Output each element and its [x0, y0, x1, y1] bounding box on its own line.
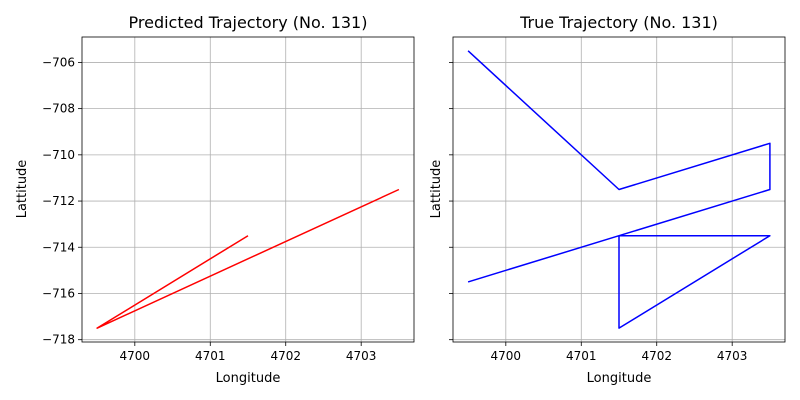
predicted-trajectory-panel: Predicted Trajectory (No. 131) Longitude… — [15, 13, 415, 386]
x-tick-label: 4703 — [346, 349, 377, 363]
x-tick-label: 4700 — [491, 349, 522, 363]
x-tick-label: 4702 — [641, 349, 672, 363]
chart-title: Predicted Trajectory (No. 131) — [129, 13, 368, 32]
x-tick-label: 4702 — [270, 349, 301, 363]
x-tick-label: 4701 — [566, 349, 597, 363]
y-tick-label: −716 — [42, 286, 75, 300]
y-tick-label: −708 — [42, 102, 75, 116]
y-axis-label: Lattitude — [429, 160, 444, 219]
x-tick-label: 4701 — [195, 349, 226, 363]
x-tick-label: 4700 — [120, 349, 151, 363]
y-tick-label: −710 — [42, 148, 75, 162]
x-axis-label: Longitude — [216, 371, 281, 386]
y-tick-label: −718 — [42, 333, 75, 347]
true-trajectory-panel: True Trajectory (No. 131) Longitude Latt… — [429, 13, 786, 386]
trajectory-line — [467, 50, 771, 329]
y-tick-label: −712 — [42, 194, 75, 208]
plot-frame — [452, 36, 786, 343]
y-tick-label: −706 — [42, 55, 75, 69]
y-tick-label: −714 — [42, 240, 75, 254]
x-tick-label: 4703 — [717, 349, 748, 363]
plot-frame — [81, 36, 415, 343]
trajectory-line — [96, 188, 400, 329]
y-axis-label: Lattitude — [15, 160, 30, 219]
x-axis-label: Longitude — [587, 371, 652, 386]
chart-title: True Trajectory (No. 131) — [519, 13, 718, 32]
